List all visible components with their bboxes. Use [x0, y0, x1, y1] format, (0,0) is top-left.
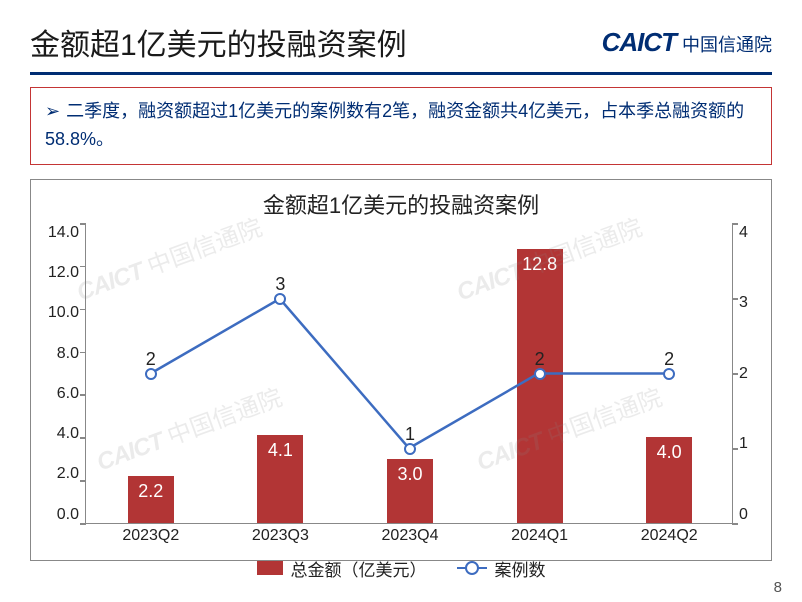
y-left-tick-label: 8.0: [41, 345, 79, 363]
line-value-label: 2: [146, 349, 156, 370]
line-layer: [86, 224, 732, 523]
y-left-tick-label: 10.0: [41, 304, 79, 322]
chart-title: 金额超1亿美元的投融资案例: [41, 188, 761, 220]
y-right-tick-label: 0: [739, 506, 761, 524]
line-value-label: 1: [405, 424, 415, 445]
y-right-tick-label: 2: [739, 365, 761, 383]
y-left-tick-label: 0.0: [41, 506, 79, 524]
y-axis-left: 14.0 12.0 10.0 8.0 6.0 4.0 2.0 0.0: [41, 224, 85, 524]
line-value-label: 3: [275, 274, 285, 295]
header-divider: [30, 72, 772, 75]
y-left-tick-label: 12.0: [41, 264, 79, 282]
y-left-tick-label: 2.0: [41, 465, 79, 483]
legend-line: 案例数: [457, 556, 546, 581]
header: 金额超1亿美元的投融资案例 CAICT 中国信通院: [0, 0, 802, 72]
legend-line-swatch: [457, 567, 487, 569]
summary-box: ➢二季度，融资额超过1亿美元的案例数有2笔，融资金额共4亿美元，占本季总融资额的…: [30, 87, 772, 165]
category-label: 2023Q2: [101, 527, 201, 545]
chart-body: 14.012.010.08.06.04.02.00.0 2.24.13.012.…: [41, 224, 761, 524]
legend-line-label: 案例数: [495, 556, 546, 581]
legend: 总金额（亿美元） 案例数: [41, 556, 761, 581]
legend-bar-swatch: [257, 561, 283, 575]
plot-area: 2.24.13.012.84.0 23122 2023Q22023Q32023Q…: [85, 224, 733, 524]
summary-text: 二季度，融资额超过1亿美元的案例数有2笔，融资金额共4亿美元，占本季总融资额的5…: [45, 101, 744, 149]
category-label: 2023Q3: [230, 527, 330, 545]
chevron-icon: ➢: [45, 101, 60, 121]
y-right-tick-label: 3: [739, 294, 761, 312]
legend-bar-label: 总金额（亿美元）: [291, 556, 427, 581]
category-label: 2023Q4: [360, 527, 460, 545]
line-value-label: 2: [535, 349, 545, 370]
y-right-tick-label: 1: [739, 435, 761, 453]
legend-bar: 总金额（亿美元）: [257, 556, 427, 581]
page-number: 8: [774, 579, 782, 596]
category-label: 2024Q2: [619, 527, 719, 545]
chart-container: 金额超1亿美元的投融资案例 14.0 12.0 10.0 8.0 6.0 4.0 2.0 0.…: [30, 179, 772, 561]
y-right-tick-label: 4: [739, 224, 761, 242]
line-value-label: 2: [664, 349, 674, 370]
logo-en: CAICT: [602, 27, 676, 58]
y-left-tick-label: 6.0: [41, 385, 79, 403]
category-label: 2024Q1: [490, 527, 590, 545]
y-left-tick-label: 4.0: [41, 425, 79, 443]
page-title: 金额超1亿美元的投融资案例: [30, 20, 407, 64]
logo-cn: 中国信通院: [682, 31, 772, 57]
logo: CAICT 中国信通院: [602, 27, 772, 58]
y-left-tick-label: 14.0: [41, 224, 79, 242]
slide: 金额超1亿美元的投融资案例 CAICT 中国信通院 ➢二季度，融资额超过1亿美元…: [0, 0, 802, 602]
